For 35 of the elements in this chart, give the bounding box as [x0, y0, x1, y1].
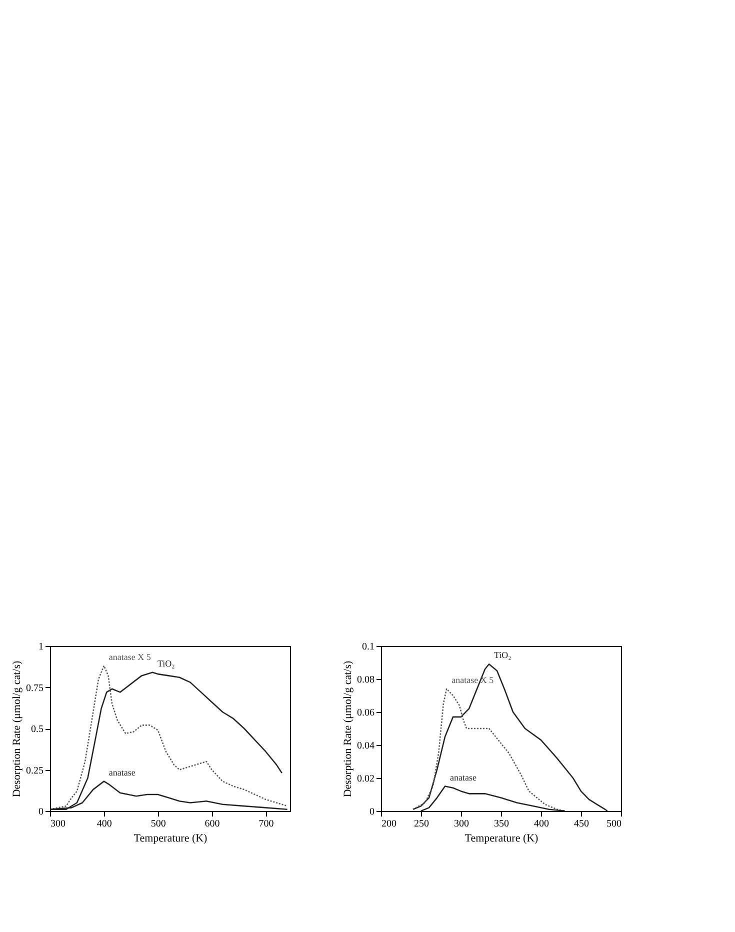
x-tick-label: 400 [534, 818, 549, 830]
y-tick-label: 0 [38, 806, 44, 818]
y-tick-label: 0.5 [31, 724, 44, 735]
x-tick-label: 400 [96, 818, 112, 830]
series-label: anatase [108, 767, 136, 778]
y-tick-label: 1 [38, 642, 44, 652]
x-axis-title: Temperature (K) [464, 832, 539, 844]
y-tick-label: 0.06 [357, 708, 374, 718]
y-tick-label: 0 [370, 806, 374, 818]
series-label: anatase [450, 772, 476, 782]
y-tick-label: 0.02 [357, 774, 374, 784]
x-tick-label: 700 [258, 818, 274, 830]
x-tick-label: 300 [50, 818, 66, 830]
x-axis-title: Temperature (K) [134, 832, 208, 844]
series-label: anatase X 5 [108, 652, 152, 662]
y-tick-label: 0.75 [26, 682, 44, 694]
x-tick-label: 200 [382, 818, 396, 830]
series-label: anatase X 5 [452, 674, 494, 685]
x-tick-label: 350 [494, 818, 509, 830]
line-series [420, 786, 566, 812]
y-axis-title: Desorption Rate (μmol/g cat/s) [342, 660, 354, 798]
series-label: TiO₂ [157, 658, 175, 668]
y-tick-label: 0.08 [357, 674, 374, 686]
x-tick-label: 300 [454, 818, 469, 830]
line-series [412, 664, 608, 812]
series-label: TiO₂ [494, 650, 512, 660]
x-tick-label: 600 [204, 818, 220, 830]
x-tick-label: 500 [606, 818, 622, 830]
y-tick-label: 0.1 [362, 642, 374, 652]
x-tick-label: 450 [574, 818, 589, 830]
y-axis-title: Desorption Rate (μmol/g cat/s) [11, 660, 23, 798]
y-tick-label: 0.25 [26, 765, 44, 776]
x-tick-label: 500 [150, 818, 166, 830]
x-tick-label: 250 [414, 818, 429, 830]
y-tick-label: 0.04 [357, 740, 374, 752]
